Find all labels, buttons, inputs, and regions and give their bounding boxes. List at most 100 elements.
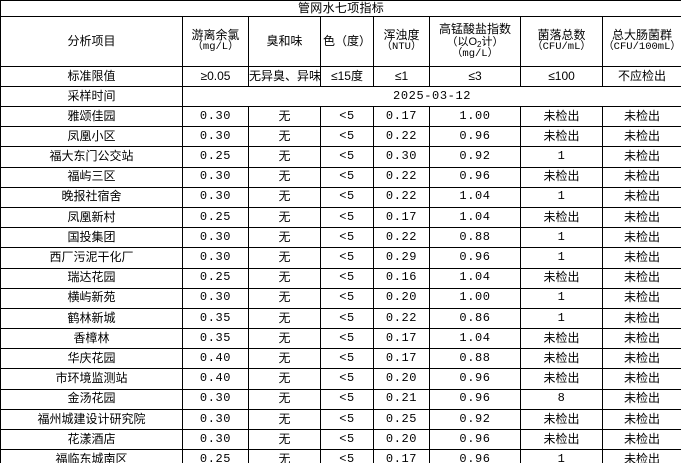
table-row: 福临东城南区 0.25 无 <5 0.17 0.96 1 未检出 [0, 449, 681, 463]
table-row: 华庆花园 0.40 无 <5 0.17 0.88 未检出 未检出 [0, 348, 681, 370]
cell-color: <5 [320, 287, 374, 309]
cell-turbidity: 0.22 [373, 186, 430, 208]
cell-odor: 无 [248, 348, 321, 370]
cell-coliform: 未检出 [601, 348, 681, 370]
cell-color: <5 [320, 307, 374, 330]
col-header-turbidity-unit: （NTU） [381, 41, 422, 54]
col-header-permanganate-unit3: （mg/L） [451, 47, 499, 60]
cell-free-chlorine: 0.35 [182, 328, 249, 350]
col-header-permanganate-name: 高锰酸盐指数 [438, 21, 511, 36]
table-row: 瑞达花园 0.25 无 <5 0.16 1.04 未检出 未检出 [0, 267, 681, 289]
standard-limit-color: ≤15度 [320, 66, 374, 87]
cell-site-name: 市环境监测站 [0, 368, 183, 390]
cell-odor: 无 [248, 328, 321, 350]
cell-odor: 无 [248, 247, 321, 269]
col-header-turbidity-name: 浑浊度 [383, 27, 420, 42]
table-row: 花漾酒店 0.30 无 <5 0.20 0.96 未检出 未检出 [0, 428, 681, 451]
cell-free-chlorine: 0.30 [182, 408, 249, 431]
cell-turbidity: 0.20 [373, 428, 430, 451]
cell-free-chlorine: 0.30 [182, 287, 249, 309]
cell-free-chlorine: 0.25 [182, 267, 249, 289]
cell-coliform: 未检出 [601, 105, 681, 128]
cell-odor: 无 [248, 206, 321, 229]
cell-bacteria-count: 未检出 [520, 428, 603, 451]
cell-coliform: 未检出 [601, 368, 681, 390]
cell-color: <5 [320, 206, 374, 229]
cell-turbidity: 0.16 [373, 267, 430, 289]
col-header-permanganate-unit2: （以O2计） [431, 36, 520, 49]
cell-color: <5 [320, 428, 374, 451]
cell-permanganate: 0.92 [429, 146, 521, 168]
sampling-time-label: 采样时间 [0, 86, 183, 107]
cell-coliform: 未检出 [601, 206, 681, 229]
cell-odor: 无 [248, 146, 321, 168]
cell-color: <5 [320, 348, 374, 370]
standard-limit-odor: 无异臭、异味 [248, 66, 321, 87]
cell-permanganate: 0.88 [429, 348, 521, 370]
table-row: 福屿三区 0.30 无 <5 0.22 0.96 未检出 未检出 [0, 166, 681, 188]
cell-coliform: 未检出 [601, 388, 681, 410]
col-header-odor: 臭和味 [248, 16, 321, 67]
table-row: 雅颂佳园 0.30 无 <5 0.17 1.00 未检出 未检出 [0, 105, 681, 128]
table-row: 福州城建设计研究院 0.30 无 <5 0.25 0.92 未检出 未检出 [0, 408, 681, 431]
cell-permanganate: 1.04 [429, 328, 521, 350]
cell-permanganate: 0.96 [429, 449, 521, 463]
cell-permanganate: 0.88 [429, 227, 521, 249]
col-header-color-name: 色（度） [322, 33, 371, 48]
cell-free-chlorine: 0.30 [182, 105, 249, 128]
table-row: 鹤林新城 0.35 无 <5 0.22 0.86 1 未检出 [0, 307, 681, 330]
cell-permanganate: 1.04 [429, 267, 521, 289]
standard-limit-bacteria: ≤100 [520, 66, 603, 87]
cell-color: <5 [320, 126, 374, 148]
cell-site-name: 瑞达花园 [0, 267, 183, 289]
cell-bacteria-count: 未检出 [520, 166, 603, 188]
cell-bacteria-count: 1 [520, 247, 603, 269]
cell-turbidity: 0.29 [373, 247, 430, 269]
cell-site-name: 国投集团 [0, 227, 183, 249]
cell-coliform: 未检出 [601, 287, 681, 309]
header-row: 分析项目 游离余氯 （mg/L） 臭和味 色（度） 浑浊度 （NTU） 高锰酸盐… [0, 16, 681, 67]
cell-permanganate: 1.00 [429, 287, 521, 309]
cell-odor: 无 [248, 408, 321, 431]
cell-turbidity: 0.30 [373, 146, 430, 168]
cell-site-name: 凤凰新村 [0, 206, 183, 229]
cell-permanganate: 0.96 [429, 428, 521, 451]
table-row: 金汤花园 0.30 无 <5 0.21 0.96 8 未检出 [0, 388, 681, 410]
cell-site-name: 福大东门公交站 [0, 146, 183, 168]
cell-turbidity: 0.17 [373, 449, 430, 463]
cell-free-chlorine: 0.40 [182, 348, 249, 370]
col-header-coliform: 总大肠菌群 （CFU/100mL） [601, 16, 681, 67]
cell-free-chlorine: 0.40 [182, 368, 249, 390]
cell-color: <5 [320, 388, 374, 410]
cell-site-name: 福临东城南区 [0, 449, 183, 463]
standard-limit-turbidity: ≤1 [373, 66, 430, 87]
cell-odor: 无 [248, 449, 321, 463]
col-header-permanganate: 高锰酸盐指数 （以O2计） （mg/L） [429, 16, 521, 67]
table-row: 晚报社宿舍 0.30 无 <5 0.22 1.04 1 未检出 [0, 186, 681, 208]
cell-coliform: 未检出 [601, 126, 681, 148]
cell-turbidity: 0.17 [373, 328, 430, 350]
cell-bacteria-count: 未检出 [520, 408, 603, 431]
standard-limit-permanganate: ≤3 [429, 66, 521, 87]
standard-limit-coliform: 不应检出 [601, 66, 681, 87]
cell-site-name: 西厂污泥干化厂 [0, 247, 183, 269]
cell-permanganate: 1.00 [429, 105, 521, 128]
col-header-free-chlorine-unit: （mg/L） [192, 41, 239, 54]
cell-permanganate: 0.96 [429, 126, 521, 148]
cell-turbidity: 0.17 [373, 348, 430, 370]
cell-site-name: 晚报社宿舍 [0, 186, 183, 208]
cell-odor: 无 [248, 126, 321, 148]
cell-color: <5 [320, 267, 374, 289]
cell-odor: 无 [248, 428, 321, 451]
cell-site-name: 华庆花园 [0, 348, 183, 370]
col-header-coliform-unit: （CFU/100mL） [603, 41, 681, 54]
cell-free-chlorine: 0.30 [182, 166, 249, 188]
col-header-coliform-name: 总大肠菌群 [612, 27, 673, 42]
cell-free-chlorine: 0.25 [182, 449, 249, 463]
cell-bacteria-count: 1 [520, 186, 603, 208]
cell-bacteria-count: 8 [520, 388, 603, 410]
sampling-time-value: 2025-03-12 [181, 86, 681, 107]
title-row: 管网水七项指标 [0, 0, 681, 17]
cell-odor: 无 [248, 166, 321, 188]
cell-odor: 无 [248, 105, 321, 128]
